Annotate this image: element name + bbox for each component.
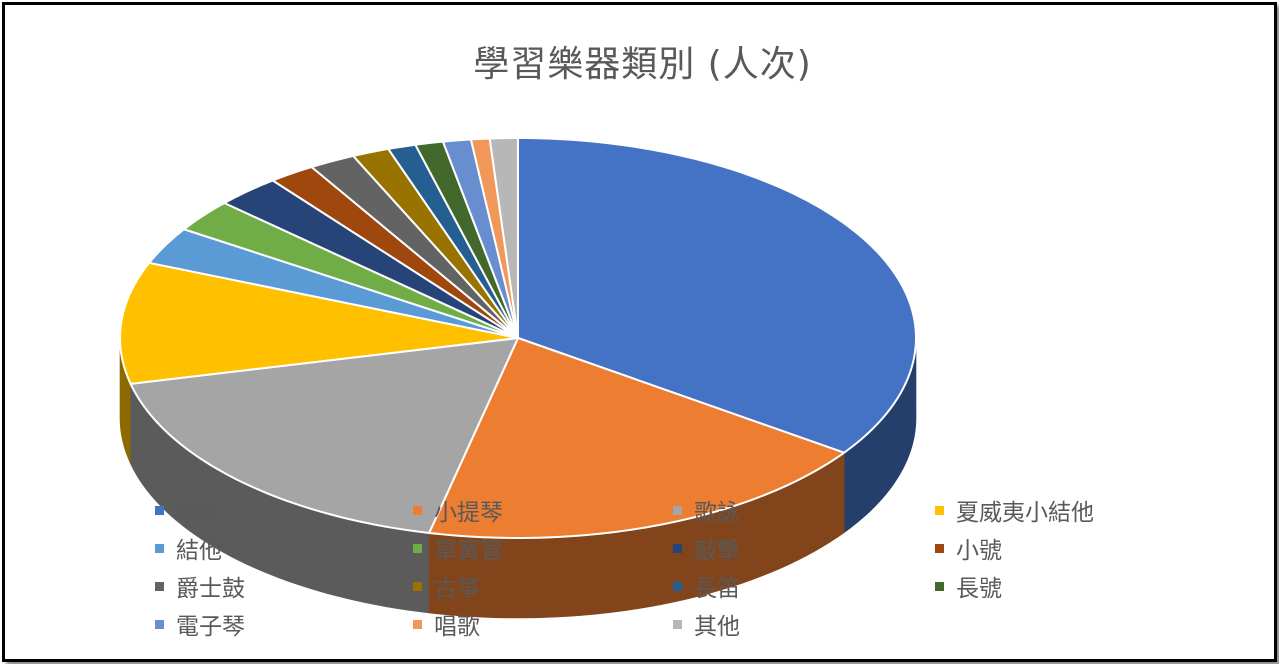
legend-label: 古箏 (434, 576, 480, 602)
legend-item: 爵士鼓 (155, 569, 413, 603)
legend-swatch (413, 543, 422, 553)
pie-slice-15 (488, 137, 519, 339)
legend-label: 歌詠 (694, 500, 740, 526)
legend-swatch (935, 505, 944, 515)
pie-slice-8 (271, 166, 519, 339)
legend-swatch (673, 581, 682, 591)
legend-item: 長號 (935, 569, 1215, 603)
legend-label: 單簧管 (434, 538, 503, 564)
legend-item: 歌詠 (673, 493, 935, 527)
pie-chart (119, 137, 917, 619)
legend-swatch (155, 619, 164, 629)
legend-swatch (673, 619, 682, 629)
legend-label: 長號 (956, 576, 1002, 602)
legend-label: 夏威夷小結他 (956, 500, 1094, 526)
legend-item: 小提琴 (413, 493, 673, 527)
legend-label: 小號 (956, 538, 1002, 564)
legend-item: 單簧管 (413, 531, 673, 565)
legend-item: 夏威夷小結他 (935, 493, 1215, 527)
legend-item: 古箏 (413, 569, 673, 603)
legend-item: 敲擊 (673, 531, 935, 565)
pie-slice-5 (148, 228, 519, 339)
pie-slice-3 (129, 337, 519, 534)
pie-slice-4 (119, 261, 519, 385)
legend-item: 電子琴 (155, 607, 413, 641)
chart-title: 學習樂器類別 (人次) (473, 44, 812, 85)
legend-label: 敲擊 (694, 538, 740, 564)
legend-label: 小提琴 (434, 500, 503, 526)
legend-swatch (673, 543, 682, 553)
legend-swatch (935, 543, 944, 553)
legend-swatch (155, 543, 164, 553)
legend-label: 長笛 (694, 576, 740, 602)
legend-swatch (155, 581, 164, 591)
legend-label: 爵士鼓 (176, 576, 245, 602)
legend-label: 電子琴 (176, 614, 245, 640)
legend-swatch (673, 505, 682, 515)
legend-item: 鋼琴 (155, 493, 413, 527)
pie-top-faces (119, 137, 917, 539)
legend-label: 鋼琴 (176, 500, 222, 526)
pie-slice-1 (517, 137, 917, 454)
legend-label: 唱歌 (434, 614, 480, 640)
legend-item: 唱歌 (413, 607, 673, 641)
legend-item: 結他 (155, 531, 413, 565)
legend-swatch (413, 619, 422, 629)
pie-slice-6 (183, 202, 519, 339)
legend-label: 結他 (176, 538, 222, 564)
legend-label: 其他 (694, 614, 740, 640)
legend-swatch (413, 505, 422, 515)
pie-slice-7 (223, 179, 519, 339)
legend-item: 小號 (935, 531, 1215, 565)
chart-legend: 鋼琴 小提琴 歌詠 夏威夷小結他結他 單簧管 敲擊 小號爵士鼓 古箏 長笛 長號電子琴 唱歌 其他 (155, 493, 1215, 641)
legend-item: 長笛 (673, 569, 935, 603)
pie-slice-2 (428, 337, 846, 539)
legend-swatch (413, 581, 422, 591)
legend-item: 其他 (673, 607, 935, 641)
pie-slice-9 (310, 154, 519, 339)
legend-swatch (935, 581, 944, 591)
pie-slice-10 (352, 147, 519, 339)
legend-swatch (155, 505, 164, 515)
